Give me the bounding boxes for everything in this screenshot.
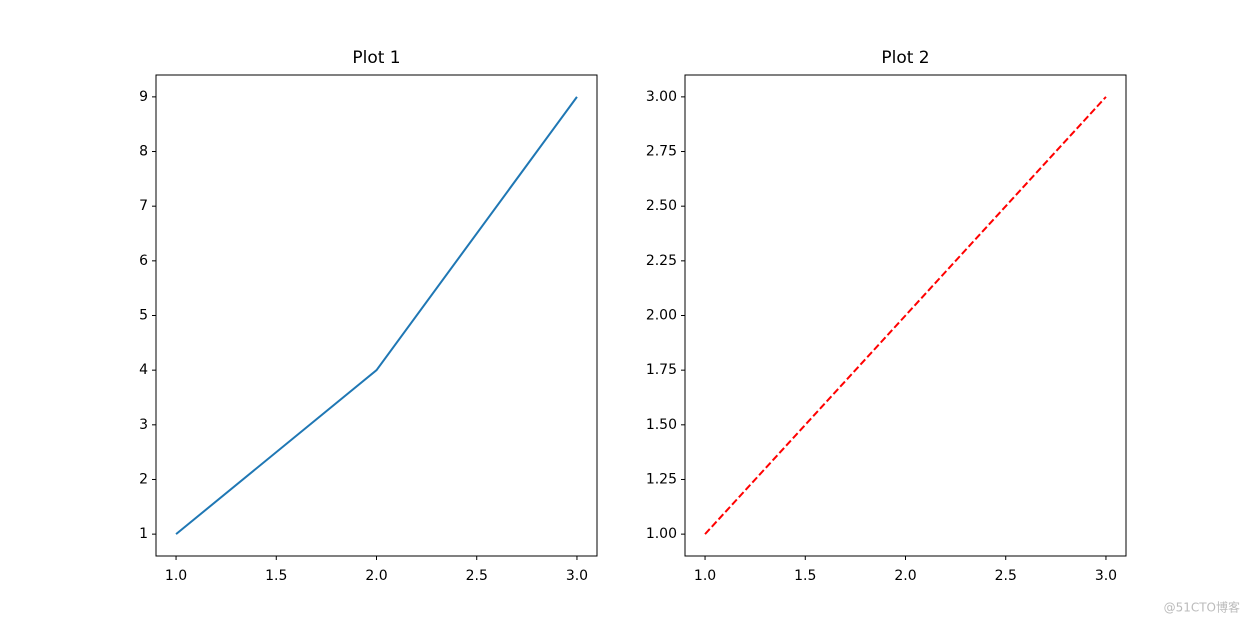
- y-tick-label: 1: [139, 526, 148, 542]
- y-tick-label: 3.00: [646, 89, 677, 105]
- y-tick-label: 1.50: [646, 417, 677, 433]
- x-tick-label: 3.0: [1095, 568, 1117, 584]
- y-tick-label: 2.25: [646, 253, 677, 269]
- y-tick-label: 1.25: [646, 471, 677, 487]
- x-tick-label: 2.5: [995, 568, 1017, 584]
- axes-frame: [684, 74, 1127, 557]
- x-tick-label: 1.5: [794, 568, 816, 584]
- y-tick-label: 7: [139, 198, 148, 214]
- y-tick-label: 4: [139, 362, 148, 378]
- line: [704, 96, 1107, 535]
- y-tick-label: 1.75: [646, 362, 677, 378]
- y-tick-label: 2.75: [646, 144, 677, 160]
- y-tick-label: 8: [139, 144, 148, 160]
- y-tick-label: 2.50: [646, 198, 677, 214]
- y-tick-label: 5: [139, 308, 148, 324]
- axes-frame: [155, 74, 598, 557]
- line: [175, 96, 578, 535]
- y-tick-label: 6: [139, 253, 148, 269]
- y-tick-label: 9: [139, 89, 148, 105]
- y-tick-label: 2: [139, 471, 148, 487]
- x-tick-label: 2.0: [365, 568, 387, 584]
- x-tick-label: 1.5: [265, 568, 287, 584]
- x-tick-label: 1.0: [694, 568, 716, 584]
- chart-title: Plot 2: [881, 48, 929, 68]
- x-tick-label: 3.0: [566, 568, 588, 584]
- watermark: @51CTO博客: [1164, 600, 1240, 615]
- x-tick-label: 1.0: [165, 568, 187, 584]
- x-tick-label: 2.5: [466, 568, 488, 584]
- chart-title: Plot 1: [352, 48, 400, 68]
- y-tick-label: 3: [139, 417, 148, 433]
- x-tick-label: 2.0: [894, 568, 916, 584]
- y-tick-label: 1.00: [646, 526, 677, 542]
- y-tick-label: 2.00: [646, 308, 677, 324]
